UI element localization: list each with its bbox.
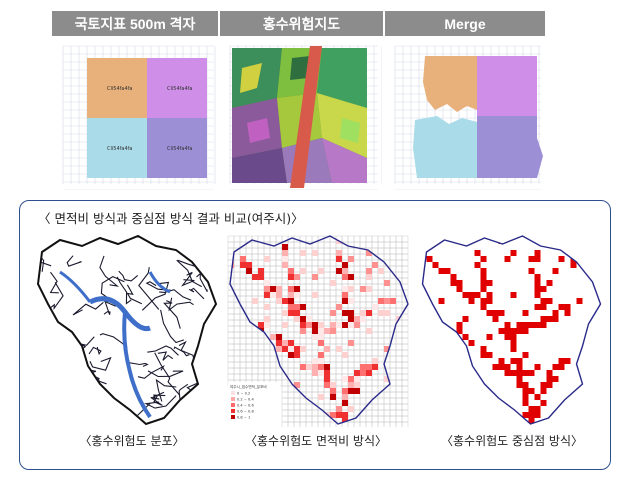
flood-map-panel: [222, 38, 382, 190]
river-channel: [290, 46, 322, 188]
flood-zone: [240, 63, 262, 93]
grid-panel: Cli54fa4fa Cli54fa4fa Cli54fa4fa Cli54fa…: [55, 38, 218, 190]
header-flood-map: 홍수위험지도: [220, 11, 383, 36]
flood-zone: [340, 118, 360, 143]
caption-centroid: 〈홍수위험도 중심점 방식〉: [440, 434, 584, 448]
merge-cell-orange: [423, 56, 477, 112]
grid-cell-label: Cli54fa4fa: [167, 146, 192, 152]
grid-cell-purple: [147, 58, 207, 118]
legend-item: 0.2 ~ 0.4: [237, 398, 254, 402]
map-flood-distribution-svg: [37, 235, 217, 425]
map-area-ratio: 여주시_침수면적_분포비 0 ~ 0.2 0.2 ~ 0.4 0.4 ~ 0.6…: [222, 232, 412, 431]
merge-cell-violet: [477, 116, 543, 178]
caption-flood-distribution: 〈홍수위험도 분포〉: [79, 434, 185, 448]
map-area-ratio-svg: 여주시_침수면적_분포비 0 ~ 0.2 0.2 ~ 0.4 0.4 ~ 0.6…: [227, 235, 409, 429]
ratio-legend: 여주시_침수면적_분포비 0 ~ 0.2 0.2 ~ 0.4 0.4 ~ 0.6…: [228, 382, 280, 422]
flood-map-svg: [222, 38, 382, 190]
flood-zone: [232, 148, 287, 183]
header-merge: Merge: [385, 11, 545, 36]
grid-cell-cyan: [87, 118, 147, 178]
map-flood-distribution: [30, 232, 220, 431]
comparison-frame: [19, 200, 611, 470]
grid-cell-label: Cli54fa4fa: [107, 86, 132, 92]
legend-item: 0.6 ~ 0.8: [237, 410, 254, 414]
merge-panel: [387, 38, 545, 190]
merge-cell-cyan: [413, 116, 477, 178]
merge-svg: [394, 45, 543, 190]
comparison-title: 〈 면적비 방식과 중심점 방식 결과 비교(여주시)〉: [38, 211, 304, 226]
grid-cell-orange: [87, 58, 147, 118]
map-centroid-svg: [421, 235, 602, 425]
merge-cell-purple: [477, 56, 537, 116]
legend-item: 0.4 ~ 0.6: [237, 404, 254, 408]
header-grid: 국토지표 500m 격자: [52, 11, 218, 36]
grid-cell-label: Cli54fa4fa: [167, 86, 192, 92]
caption-area-ratio: 〈홍수위험도 면적비 방식〉: [244, 434, 388, 448]
legend-item: 0 ~ 0.2: [237, 392, 250, 396]
legend-title: 여주시_침수면적_분포비: [230, 384, 267, 389]
flood-zone: [317, 48, 367, 108]
flood-zone: [247, 118, 270, 143]
grid-panel-svg: Cli54fa4fa Cli54fa4fa Cli54fa4fa Cli54fa…: [62, 45, 216, 190]
grid-cell-violet: [147, 118, 207, 178]
map-centroid: [412, 232, 607, 431]
legend-item: 0.8 ~ 1: [237, 416, 250, 420]
flood-zone: [290, 56, 310, 80]
flood-zone: [322, 138, 367, 183]
grid-cell-label: Cli54fa4fa: [107, 146, 132, 152]
